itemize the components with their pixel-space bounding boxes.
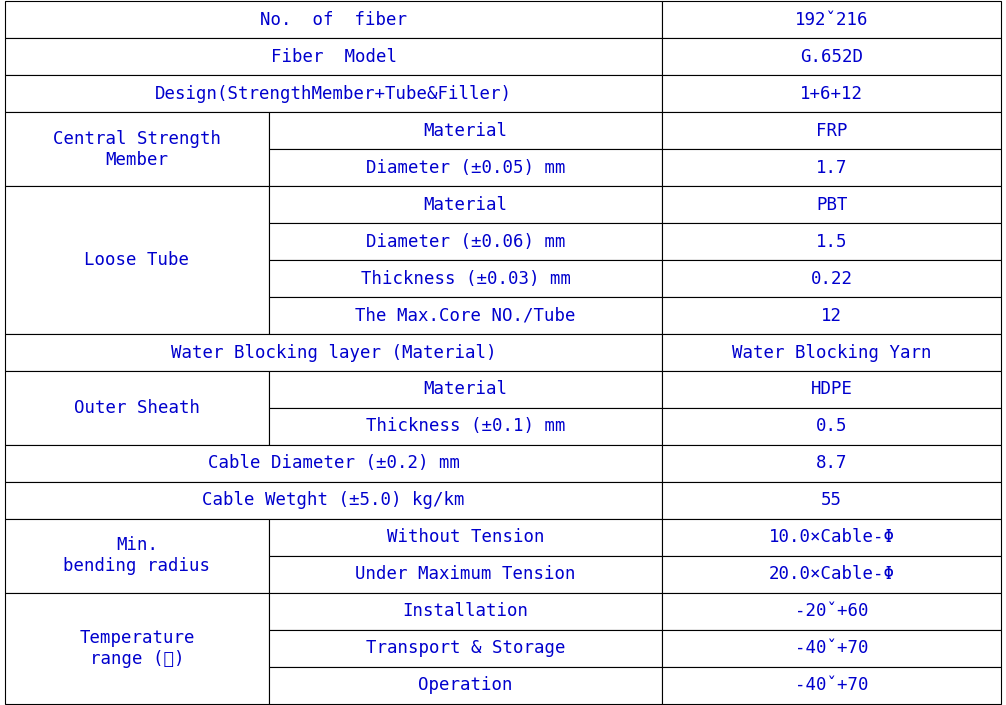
Text: 12: 12 bbox=[821, 307, 842, 324]
Text: Water Blocking layer (Material): Water Blocking layer (Material) bbox=[171, 343, 496, 362]
Bar bbox=[269, 408, 662, 445]
Bar bbox=[662, 556, 1001, 593]
Bar bbox=[269, 556, 662, 593]
Bar bbox=[662, 630, 1001, 667]
Text: 55: 55 bbox=[821, 491, 842, 509]
Bar bbox=[269, 297, 662, 334]
Text: G.652D: G.652D bbox=[800, 48, 863, 66]
Text: Operation: Operation bbox=[418, 676, 513, 694]
Text: 0.22: 0.22 bbox=[811, 269, 853, 288]
Bar bbox=[662, 260, 1001, 297]
Bar bbox=[662, 519, 1001, 556]
Text: Diameter (±0.05) mm: Diameter (±0.05) mm bbox=[366, 159, 565, 177]
Bar bbox=[662, 149, 1001, 186]
Bar bbox=[5, 445, 662, 482]
Bar bbox=[269, 519, 662, 556]
Bar bbox=[662, 1, 1001, 38]
Bar bbox=[5, 112, 269, 186]
Text: Installation: Installation bbox=[402, 602, 528, 620]
Bar bbox=[662, 408, 1001, 445]
Text: Thickness (±0.03) mm: Thickness (±0.03) mm bbox=[361, 269, 570, 288]
Text: Design(StrengthMember+Tube&Filler): Design(StrengthMember+Tube&Filler) bbox=[155, 85, 512, 103]
Text: Min.
bending radius: Min. bending radius bbox=[63, 537, 210, 575]
Text: Material: Material bbox=[424, 381, 508, 398]
Text: 10.0×Cable-Φ: 10.0×Cable-Φ bbox=[769, 528, 894, 546]
Bar bbox=[5, 334, 662, 371]
Bar bbox=[269, 371, 662, 408]
Text: Cable Diameter (±0.2) mm: Cable Diameter (±0.2) mm bbox=[207, 454, 460, 472]
Bar bbox=[662, 371, 1001, 408]
Bar bbox=[662, 112, 1001, 149]
Bar bbox=[662, 445, 1001, 482]
Bar bbox=[5, 186, 269, 334]
Bar bbox=[5, 371, 269, 445]
Bar bbox=[269, 223, 662, 260]
Bar bbox=[662, 75, 1001, 112]
Text: 192ˇ216: 192ˇ216 bbox=[795, 11, 868, 29]
Text: 1.7: 1.7 bbox=[816, 159, 847, 177]
Text: HDPE: HDPE bbox=[811, 381, 853, 398]
Bar bbox=[5, 75, 662, 112]
Text: Loose Tube: Loose Tube bbox=[85, 251, 189, 269]
Bar bbox=[662, 297, 1001, 334]
Bar bbox=[5, 1, 662, 38]
Text: The Max.Core NO./Tube: The Max.Core NO./Tube bbox=[355, 307, 575, 324]
Text: No.  of  fiber: No. of fiber bbox=[261, 11, 407, 29]
Bar bbox=[269, 186, 662, 223]
Text: -40ˇ+70: -40ˇ+70 bbox=[795, 676, 868, 694]
Text: 8.7: 8.7 bbox=[816, 454, 847, 472]
Text: Outer Sheath: Outer Sheath bbox=[74, 399, 200, 417]
Text: Under Maximum Tension: Under Maximum Tension bbox=[355, 565, 575, 583]
Text: Water Blocking Yarn: Water Blocking Yarn bbox=[732, 343, 932, 362]
Text: Without Tension: Without Tension bbox=[387, 528, 544, 546]
Text: Central Strength
Member: Central Strength Member bbox=[53, 130, 221, 168]
Bar bbox=[662, 223, 1001, 260]
Text: Thickness (±0.1) mm: Thickness (±0.1) mm bbox=[366, 417, 565, 436]
Bar bbox=[5, 519, 269, 593]
Bar bbox=[662, 38, 1001, 75]
Text: Fiber  Model: Fiber Model bbox=[271, 48, 396, 66]
Bar bbox=[269, 630, 662, 667]
Text: -40ˇ+70: -40ˇ+70 bbox=[795, 639, 868, 657]
Bar bbox=[269, 149, 662, 186]
Bar bbox=[269, 260, 662, 297]
Bar bbox=[662, 334, 1001, 371]
Bar bbox=[5, 593, 269, 704]
Bar bbox=[269, 667, 662, 704]
Bar bbox=[269, 593, 662, 630]
Text: 20.0×Cable-Φ: 20.0×Cable-Φ bbox=[769, 565, 894, 583]
Text: 1+6+12: 1+6+12 bbox=[800, 85, 863, 103]
Text: Material: Material bbox=[424, 196, 508, 214]
Bar bbox=[269, 112, 662, 149]
Text: 0.5: 0.5 bbox=[816, 417, 847, 436]
Text: -20ˇ+60: -20ˇ+60 bbox=[795, 602, 868, 620]
Bar bbox=[662, 593, 1001, 630]
Text: Diameter (±0.06) mm: Diameter (±0.06) mm bbox=[366, 233, 565, 251]
Bar bbox=[5, 482, 662, 519]
Text: Temperature
range (℃): Temperature range (℃) bbox=[79, 629, 195, 668]
Text: PBT: PBT bbox=[816, 196, 847, 214]
Bar bbox=[662, 667, 1001, 704]
Text: Transport & Storage: Transport & Storage bbox=[366, 639, 565, 657]
Text: Cable Wetght (±5.0) kg/km: Cable Wetght (±5.0) kg/km bbox=[202, 491, 465, 509]
Text: 1.5: 1.5 bbox=[816, 233, 847, 251]
Text: Material: Material bbox=[424, 122, 508, 140]
Bar bbox=[662, 482, 1001, 519]
Bar bbox=[662, 186, 1001, 223]
Bar bbox=[5, 38, 662, 75]
Text: FRP: FRP bbox=[816, 122, 847, 140]
